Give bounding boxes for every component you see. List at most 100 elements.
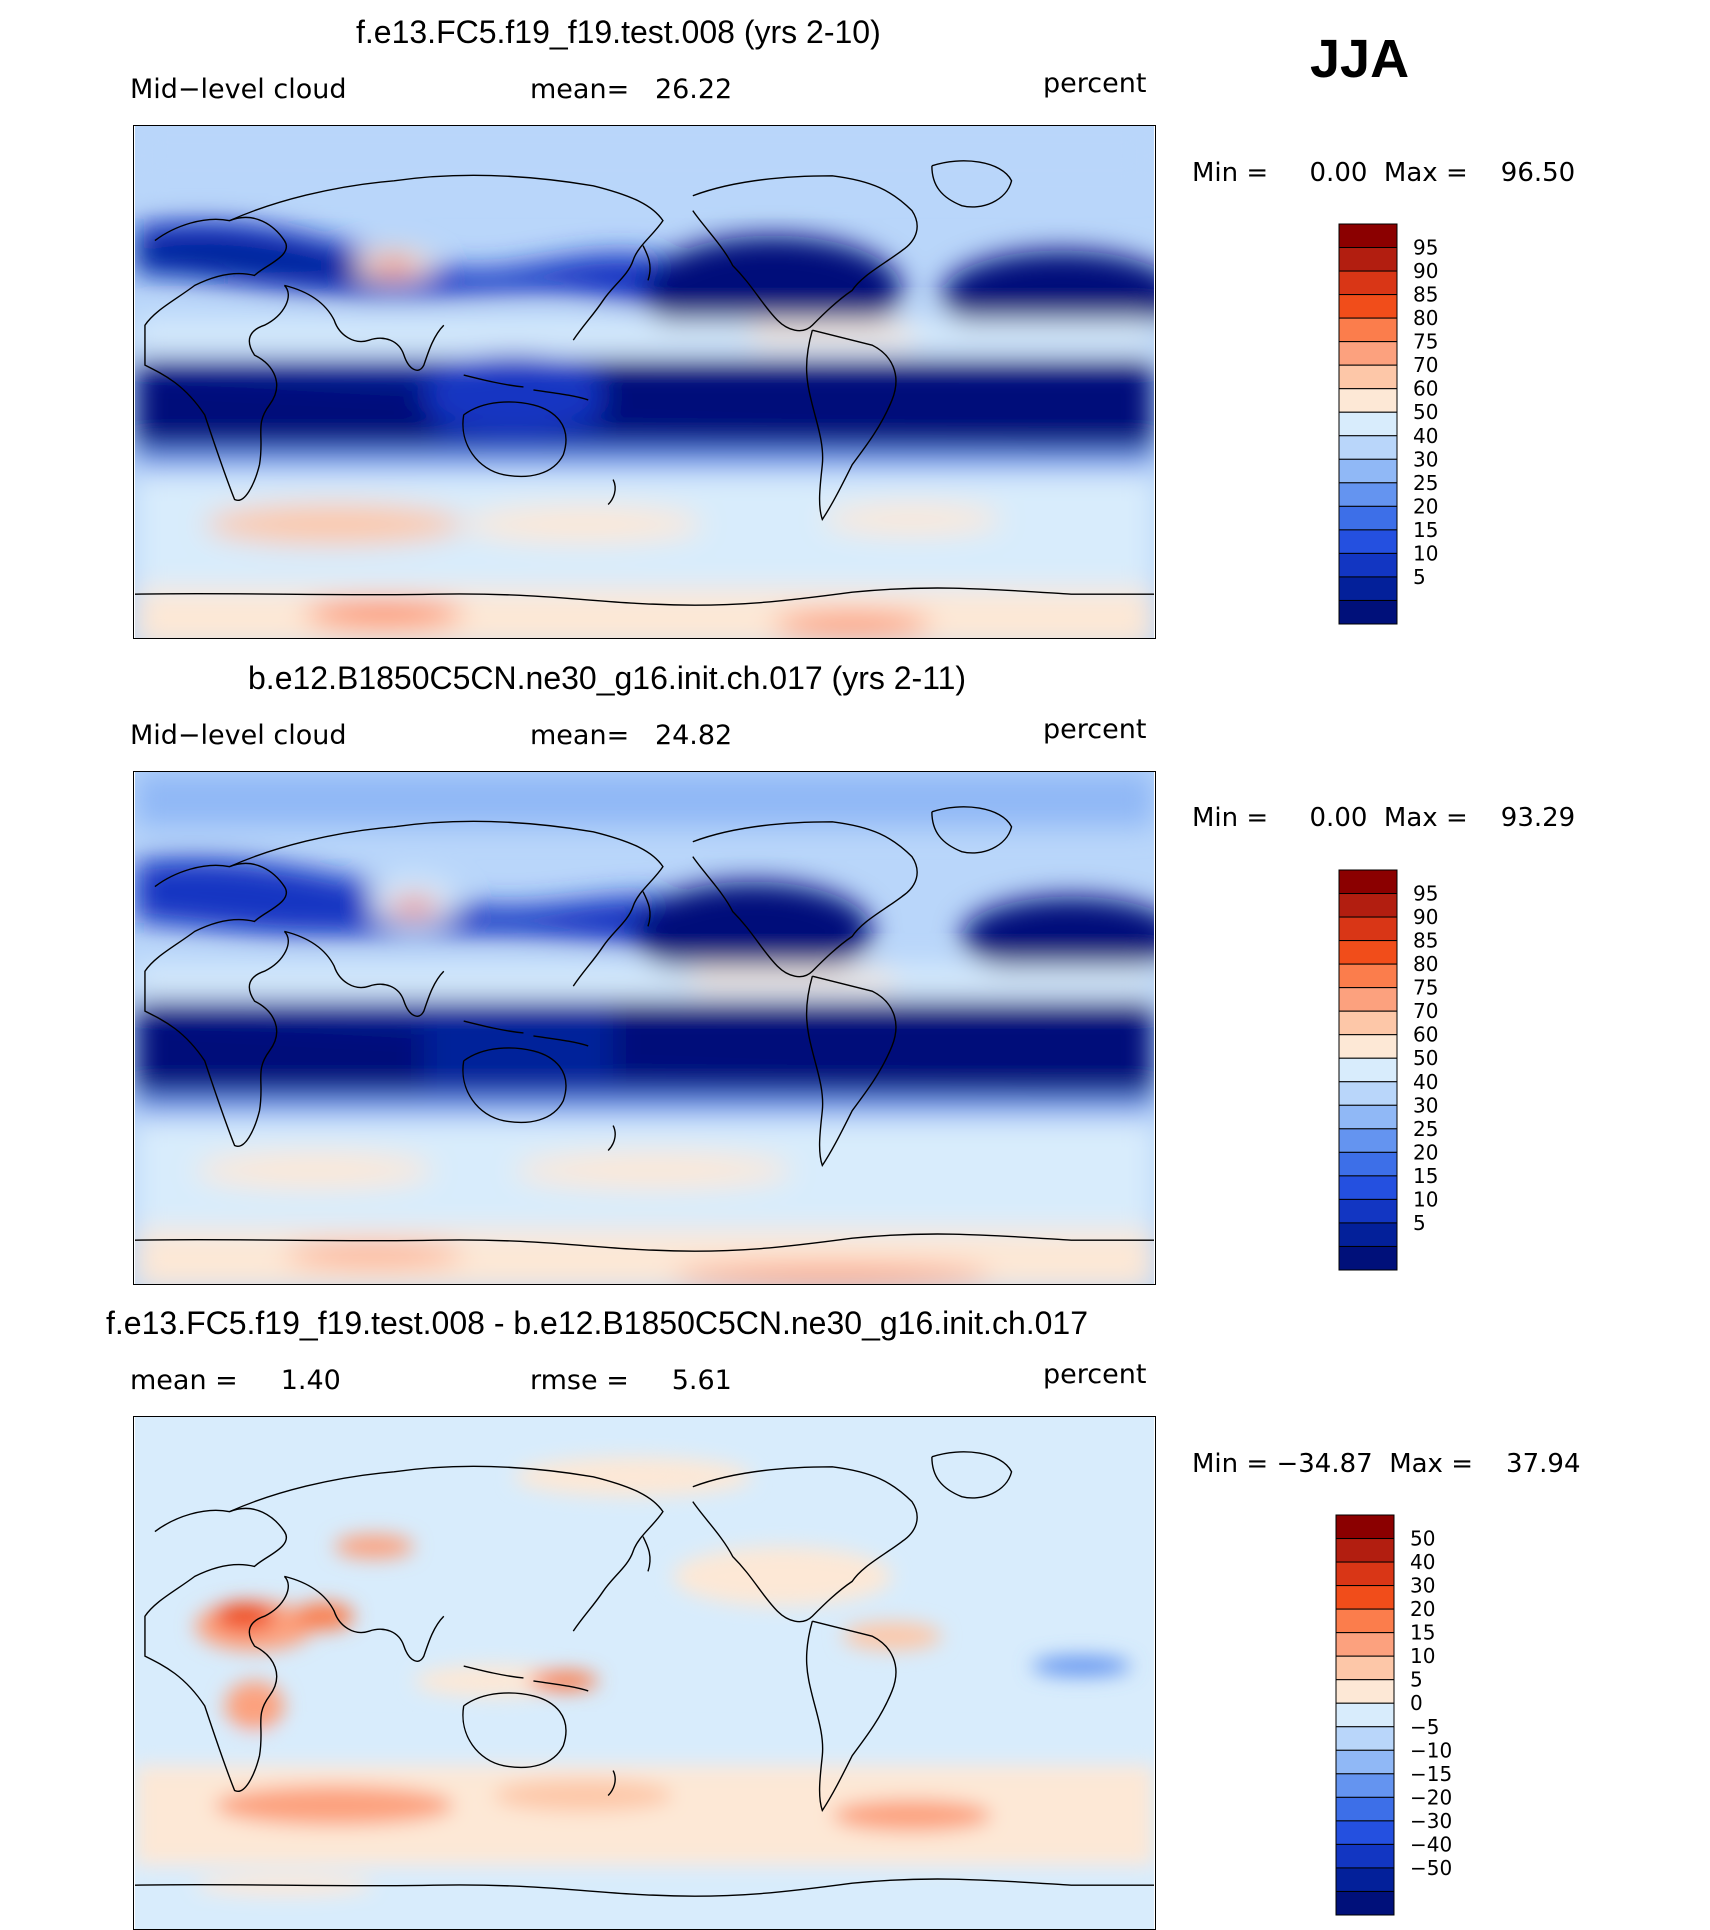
coastline: [462, 1692, 567, 1769]
panel-1-colorbar-tick-label: 85: [1413, 283, 1438, 307]
panel-2-colorbar-swatch: [1338, 1128, 1398, 1153]
panel-2-colorbar-tick-label: 70: [1413, 999, 1438, 1023]
panel-2-minmax: Min = 0.00 Max = 93.29: [1192, 803, 1576, 833]
panel-3-rmse-label: rmse = 5.61: [530, 1365, 732, 1396]
coastline: [931, 160, 1013, 208]
panel-1-colorbar-tick-label: 90: [1413, 259, 1438, 283]
panel-1-colorbar-swatch: [1338, 364, 1398, 390]
panel-3-colorbar-swatch: [1335, 1749, 1395, 1775]
coastline: [134, 1878, 1155, 1897]
panel-2-colorbar-tick-label: 50: [1413, 1046, 1438, 1070]
coastline: [463, 1665, 589, 1692]
panel-1-colorbar-swatch: [1338, 411, 1398, 437]
panel-2-mean-label: mean= 24.82: [530, 720, 733, 751]
panel-3-left-label: mean = 1.40: [130, 1365, 341, 1396]
panel-1-left-label: Mid−level cloud: [130, 74, 347, 105]
panel-3-colorbar-swatch: [1335, 1608, 1395, 1634]
panel-2-colorbar-swatch: [1338, 1104, 1398, 1130]
panel-1-colorbar-tick-label: 10: [1413, 541, 1438, 565]
panel-3-colorbar-swatch: [1335, 1632, 1395, 1657]
panel-3-colorbar-swatch: [1335, 1867, 1395, 1892]
panel-2-colorbar-tick-label: 20: [1413, 1140, 1438, 1164]
coastline: [805, 329, 897, 522]
coastline: [692, 175, 918, 332]
panel-3-colorbar-swatch: [1335, 1820, 1395, 1845]
panel-2-colorbar-tick-label: 60: [1413, 1023, 1438, 1047]
panel-2-colorbar-tick-label: 10: [1413, 1187, 1438, 1211]
coastline: [805, 1620, 897, 1813]
panel-3-colorbar-swatch: [1335, 1538, 1395, 1563]
panel-3-colorbar-tick-label: 15: [1410, 1621, 1435, 1645]
panel-1-title: f.e13.FC5.f19_f19.test.008 (yrs 2-10): [356, 14, 881, 50]
panel-1-colorbar-tick-label: 20: [1413, 494, 1438, 518]
coastline: [134, 587, 1155, 606]
panel-2-colorbar-tick-label: 15: [1413, 1164, 1438, 1188]
panel-3-colorbar-swatch: [1335, 1890, 1395, 1916]
panel-3-colorbar-swatch: [1335, 1726, 1395, 1751]
panel-1-colorbar-tick-label: 5: [1413, 565, 1426, 589]
panel-1-minmax: Min = 0.00 Max = 96.50: [1192, 158, 1576, 188]
coastline: [642, 1536, 651, 1572]
panel-1-units-label: percent: [1043, 68, 1147, 99]
coastline: [931, 1451, 1013, 1499]
panel-2-colorbar-swatch: [1338, 916, 1398, 942]
panel-1-colorbar-swatch: [1338, 576, 1398, 601]
season-label: JJA: [1310, 29, 1410, 89]
panel-3-title: f.e13.FC5.f19_f19.test.008 - b.e12.B1850…: [106, 1305, 1089, 1341]
coastline: [144, 216, 289, 501]
coastline: [692, 1466, 918, 1623]
panel-2-colorbar-swatch: [1338, 1198, 1398, 1224]
panel-1-colorbar-tick-label: 50: [1413, 400, 1438, 424]
coastline: [642, 891, 651, 927]
panel-2-colorbar-swatch: [1338, 893, 1398, 918]
panel-3-colorbar-swatch: [1335, 1843, 1395, 1869]
panel-2-colorbar-swatch: [1338, 1175, 1398, 1200]
coastline: [607, 1125, 616, 1152]
panel-1-colorbar-swatch: [1338, 388, 1398, 413]
coastline: [284, 1575, 445, 1662]
panel-1-colorbar-tick-label: 75: [1413, 330, 1438, 354]
panel-2-colorbar-swatch: [1338, 987, 1398, 1012]
panel-1-colorbar-tick-label: 40: [1413, 424, 1438, 448]
panel-3-colorbar-swatch: [1335, 1702, 1395, 1728]
coastline: [805, 975, 897, 1168]
panel-3-colorbar-swatch: [1335, 1655, 1395, 1681]
panel-3-colorbar-swatch: [1335, 1561, 1395, 1587]
panel-2-units-label: percent: [1043, 714, 1147, 745]
panel-3-colorbar-tick-label: 5: [1410, 1668, 1423, 1692]
panel-3-colorbar-tick-label: −50: [1410, 1856, 1452, 1880]
panel-2-colorbar-tick-label: 30: [1413, 1093, 1438, 1117]
panel-1-colorbar-swatch: [1338, 458, 1398, 484]
panel-3-colorbar-tick-label: −40: [1410, 1832, 1452, 1856]
panel-1-colorbar-tick-label: 15: [1413, 518, 1438, 542]
panel-1-colorbar-swatch: [1338, 341, 1398, 366]
panel-2-colorbar-swatch: [1338, 1034, 1398, 1059]
panel-3-colorbar-tick-label: −30: [1410, 1809, 1452, 1833]
panel-1-colorbar-tick-label: 80: [1413, 306, 1438, 330]
panel-1-colorbar-swatch: [1338, 247, 1398, 272]
coastline: [931, 806, 1013, 854]
panel-2-colorbar-tick-label: 80: [1413, 952, 1438, 976]
panel-3-colorbar-tick-label: 50: [1410, 1527, 1435, 1551]
coastline: [642, 245, 651, 281]
panel-1-colorbar-tick-label: 70: [1413, 353, 1438, 377]
panel-3-colorbar-swatch: [1335, 1514, 1395, 1540]
panel-2-map: [133, 771, 1156, 1285]
panel-2-colorbar-tick-label: 25: [1413, 1117, 1438, 1141]
coastline: [229, 820, 664, 987]
panel-2-colorbar-swatch: [1338, 1222, 1398, 1247]
panel-2-colorbar-tick-label: 40: [1413, 1070, 1438, 1094]
panel-1-colorbar-swatch: [1338, 435, 1398, 460]
panel-3-colorbar-swatch: [1335, 1773, 1395, 1798]
panel-1-colorbar-swatch: [1338, 294, 1398, 319]
panel-1-colorbar-swatch: [1338, 223, 1398, 249]
panel-2-colorbar-swatch: [1338, 1057, 1398, 1083]
coastline: [284, 930, 445, 1017]
panel-3-colorbar-tick-label: −15: [1410, 1762, 1452, 1786]
coastline: [463, 1020, 589, 1047]
panel-2-title: b.e12.B1850C5CN.ne30_g16.init.ch.017 (yr…: [248, 660, 967, 696]
panel-2-colorbar-tick-label: 95: [1413, 882, 1438, 906]
coastline: [607, 1770, 616, 1797]
panel-3-colorbar-swatch: [1335, 1585, 1395, 1610]
